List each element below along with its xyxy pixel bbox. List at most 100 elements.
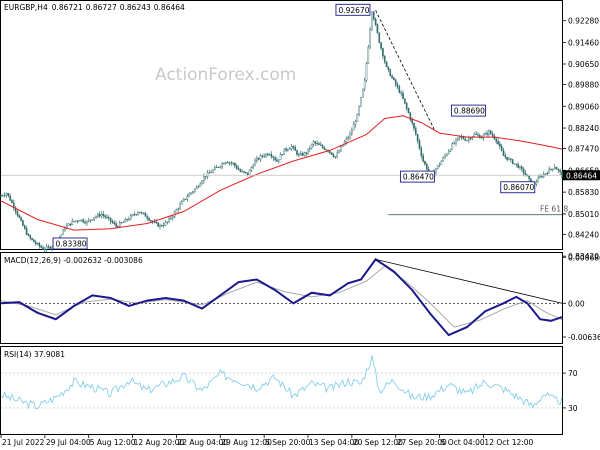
candle-body	[71, 220, 74, 226]
candle-body	[416, 134, 419, 142]
candle-body	[128, 218, 130, 221]
candle-body	[25, 228, 28, 235]
candle-body	[352, 124, 355, 131]
candle-body	[561, 171, 563, 177]
candle-body	[524, 172, 527, 175]
candle-body	[360, 97, 362, 107]
candle-body	[544, 173, 547, 175]
last-price-label: 0.86464	[566, 171, 597, 180]
candle-body	[98, 214, 101, 217]
candle-body	[301, 153, 304, 156]
macd-plot: 0.008686 0.00 -0.006366	[0, 253, 600, 342]
annotation-label: 0.86070	[503, 183, 534, 192]
candle-body	[129, 215, 132, 220]
candle-body	[11, 200, 13, 203]
rsi-ytick-label: 70	[568, 369, 578, 378]
candle-body	[345, 138, 348, 143]
candle-body	[140, 212, 143, 214]
candle-body	[396, 84, 399, 88]
candle-body	[214, 167, 216, 171]
price-ytick-label: 0.83420	[568, 252, 599, 261]
candle-body	[276, 159, 278, 162]
candle-body	[422, 155, 424, 162]
candle-body	[314, 141, 317, 144]
candle-body	[78, 220, 81, 222]
price-ytick-label: 0.88240	[568, 124, 599, 133]
candle-body	[559, 170, 561, 173]
candle-body	[495, 138, 498, 142]
candle-body	[400, 92, 402, 94]
x-tick-label: 5 Oct 04:00	[441, 438, 485, 447]
candle-body	[239, 169, 242, 172]
candle-body	[197, 186, 200, 188]
candle-body	[170, 217, 172, 219]
price-ytick-label: 0.91460	[568, 38, 599, 47]
candle-body	[203, 176, 205, 182]
candle-body	[332, 154, 335, 157]
candle-body	[281, 154, 284, 156]
candle-body	[372, 11, 375, 20]
candle-body	[22, 220, 24, 226]
candle-body	[274, 157, 276, 161]
candle-body	[415, 128, 417, 135]
x-tick-label: 27 Sep 20:00	[397, 438, 447, 447]
candle-body	[458, 136, 461, 138]
candle-body	[86, 221, 88, 224]
candle-body	[69, 223, 72, 226]
candle-body	[93, 217, 95, 220]
candle-body	[2, 195, 4, 197]
candle-body	[126, 219, 128, 221]
candle-body	[349, 133, 351, 138]
candle-body	[135, 213, 138, 215]
candle-body	[252, 165, 254, 168]
candle-body	[40, 245, 43, 248]
macd-trendline	[375, 258, 563, 304]
watermark: ActionForex.com	[155, 65, 296, 85]
candle-body	[186, 196, 189, 200]
candle-body	[334, 156, 337, 158]
x-tick-label: 22 Aug 04:00	[177, 438, 228, 447]
candle-body	[451, 143, 454, 150]
candle-body	[45, 246, 48, 250]
candle-body	[528, 175, 530, 179]
candle-body	[296, 150, 298, 155]
price-plot: 0.834200.842400.850100.858300.866500.874…	[0, 3, 600, 261]
candle-body	[354, 121, 357, 125]
annotation-box	[399, 170, 435, 183]
candle-body	[212, 169, 214, 173]
candle-body	[506, 156, 508, 160]
candle-body	[488, 130, 490, 135]
candle-body	[522, 168, 525, 174]
candle-body	[394, 79, 397, 85]
candle-body	[340, 146, 342, 152]
candle-body	[338, 150, 340, 154]
candle-body	[16, 211, 19, 216]
candle-body	[120, 222, 123, 224]
candle-body	[310, 144, 313, 149]
candle-body	[14, 207, 17, 212]
candle-body	[248, 170, 251, 176]
candle-body	[65, 225, 68, 229]
candle-body	[279, 154, 282, 160]
candle-body	[215, 166, 218, 168]
x-tick-label: 20 Sep 12:00	[353, 438, 403, 447]
candle-body	[407, 108, 410, 114]
candle-body	[188, 193, 191, 197]
candle-body	[356, 114, 359, 122]
candle-body	[67, 223, 70, 226]
candle-body	[380, 42, 382, 49]
candle-body	[82, 219, 85, 223]
candle-body	[195, 186, 198, 190]
candle-body	[477, 134, 479, 136]
candle-body	[64, 228, 66, 231]
price-title-symbol: EURGBP,H4	[4, 3, 48, 12]
candle-body	[475, 133, 477, 135]
candle-body	[190, 192, 192, 195]
candle-body	[124, 219, 127, 223]
candle-body	[462, 136, 465, 140]
candle-body	[235, 165, 238, 169]
candle-body	[62, 229, 64, 236]
macd-panel-frame	[0, 252, 563, 344]
annotation-box	[500, 181, 536, 194]
candle-body	[457, 137, 459, 140]
